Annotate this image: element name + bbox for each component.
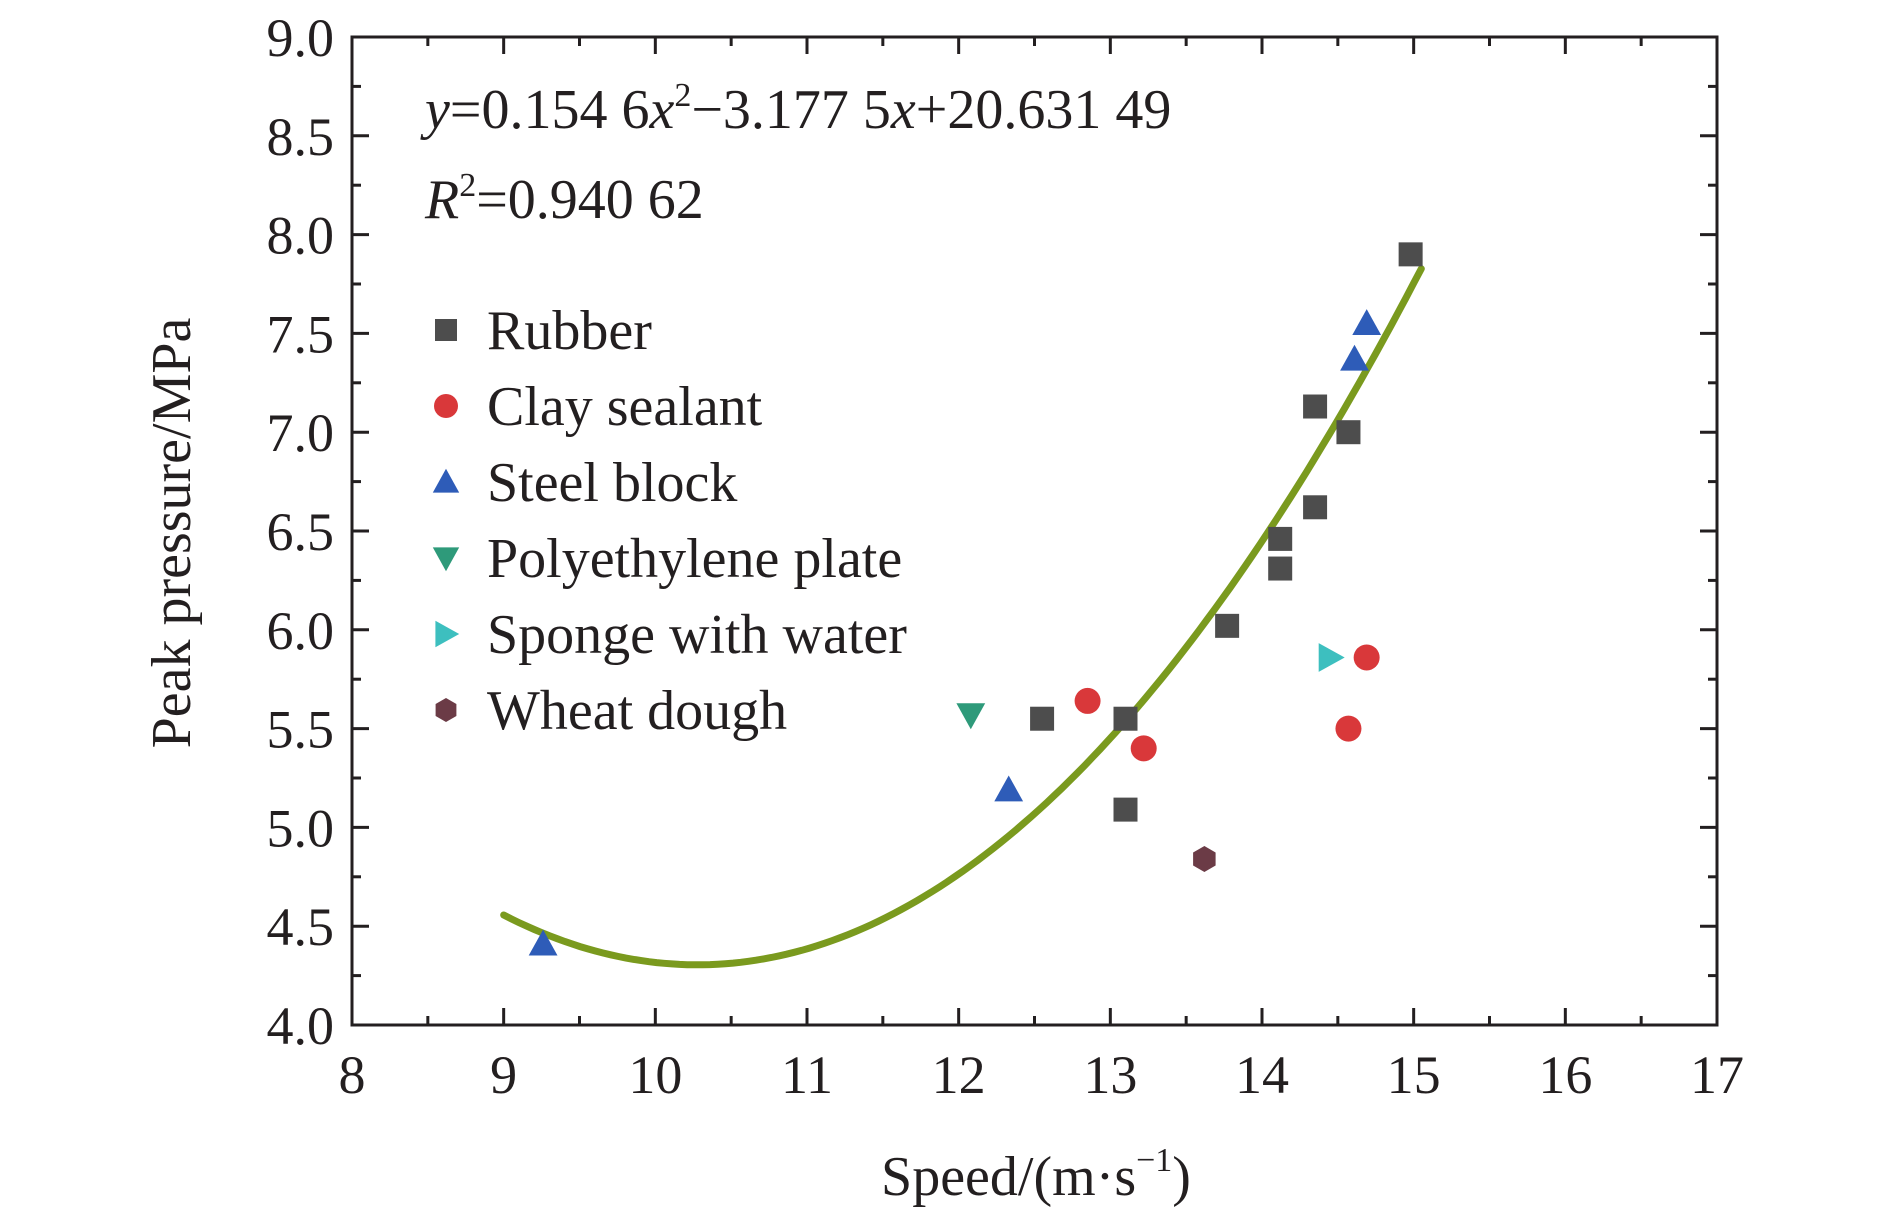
rubber-point [1113, 797, 1138, 822]
sponge-with-water-point [1318, 643, 1345, 672]
y-tick-label: 5.5 [267, 700, 335, 760]
steel-block-point [1340, 344, 1369, 371]
x-tick-label: 16 [1538, 1045, 1592, 1105]
rubber-point [1398, 242, 1423, 267]
legend-marker-sponge-with-water [435, 620, 460, 648]
steel-block-point [528, 929, 558, 956]
legend-label-sponge-with-water: Sponge with water [487, 604, 907, 666]
rubber-point [1268, 526, 1293, 551]
x-tick-label: 14 [1235, 1045, 1289, 1105]
rubber-point [1215, 613, 1240, 638]
x-tick-label: 17 [1690, 1045, 1744, 1105]
clay-sealant-point [1074, 687, 1101, 714]
clay-sealant-point [1353, 644, 1380, 671]
rubber-point [1030, 706, 1055, 731]
y-tick-label: 9.0 [267, 8, 335, 68]
fit-equation: y=0.154 6x2−3.177 5x+20.631 49 [420, 77, 1171, 141]
legend-marker-wheat-dough [435, 698, 457, 722]
y-tick-label: 8.5 [267, 107, 335, 167]
legend-label-wheat-dough: Wheat dough [487, 680, 787, 742]
x-tick-label: 13 [1083, 1045, 1137, 1105]
x-tick-label: 12 [932, 1045, 986, 1105]
legend-label-polyethylene-plate: Polyethylene plate [487, 528, 902, 590]
x-axis-title: Speed/(m·s−1) [881, 1142, 1191, 1208]
polyethylene-plate-point [956, 703, 986, 730]
y-tick-label: 8.0 [267, 206, 335, 266]
y-tick-label: 7.5 [267, 304, 335, 364]
y-tick-label: 7.0 [267, 403, 335, 463]
legend-label-clay-sealant: Clay sealant [487, 376, 763, 438]
x-tick-label: 10 [628, 1045, 682, 1105]
y-tick-label: 5.0 [267, 798, 335, 858]
legend-marker-polyethylene-plate [432, 547, 460, 572]
r-squared-label: R2=0.940 62 [424, 167, 704, 231]
legend-label-steel-block: Steel block [487, 452, 737, 514]
y-tick-label: 4.0 [267, 996, 335, 1056]
x-tick-label: 11 [781, 1045, 833, 1105]
legend: Rubber Clay sealant Steel block Polyethylen… [432, 300, 907, 742]
rubber-point [1113, 706, 1138, 731]
x-tick-label: 8 [339, 1045, 366, 1105]
wheat-dough-point [1193, 846, 1216, 872]
clay-sealant-point [1130, 735, 1157, 762]
x-tick-label: 15 [1387, 1045, 1441, 1105]
rubber-point [1303, 495, 1328, 520]
rubber-point [1336, 420, 1361, 445]
y-tick-label: 6.0 [267, 601, 335, 661]
steel-block-point [994, 775, 1024, 802]
rubber-point [1303, 394, 1328, 419]
legend-marker-rubber [435, 319, 457, 341]
legend-label-rubber: Rubber [487, 300, 652, 362]
axes-layer: 8 9 10 11 12 13 14 15 16 17 4.0 4.5 5.0 5.5 6.0 6.5 7.0 7… [267, 8, 1745, 1105]
rubber-point [1268, 556, 1293, 581]
legend-marker-clay-sealant [434, 394, 458, 418]
x-tick-label: 9 [490, 1045, 517, 1105]
clay-sealant-point [1335, 715, 1362, 742]
steel-block-point [1352, 309, 1382, 335]
legend-marker-steel-block [432, 468, 460, 493]
y-tick-label: 4.5 [267, 897, 335, 957]
data-points-layer [528, 242, 1423, 956]
y-tick-label: 6.5 [267, 502, 335, 562]
y-axis-title: Peak pressure/MPa [141, 317, 203, 748]
